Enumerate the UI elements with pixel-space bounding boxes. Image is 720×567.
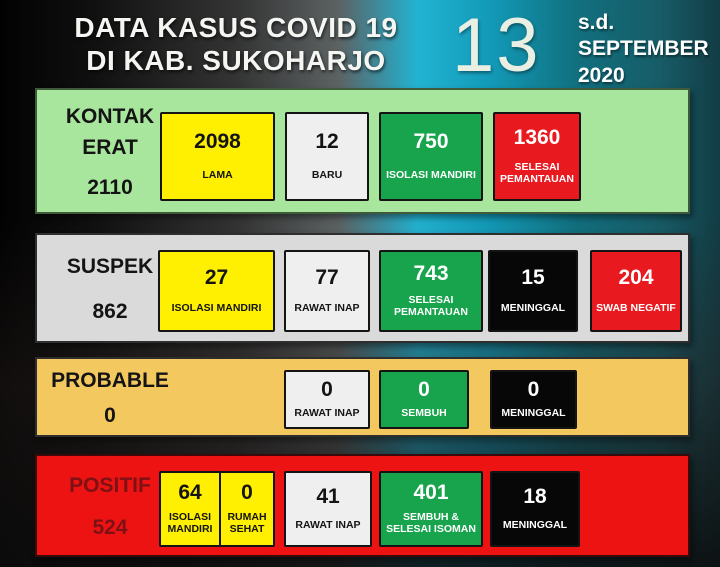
- stat-box-selesai-pemantauan: 743 SELESAI PEMANTAUAN: [379, 250, 483, 332]
- stat-value: 0: [241, 480, 253, 504]
- stat-box-isolasi-mandiri: 27 ISOLASI MANDIRI: [158, 250, 275, 332]
- stat-box-rawat-inap: 77 RAWAT INAP: [284, 250, 370, 332]
- stat-label: LAMA: [202, 168, 233, 181]
- stat-value: 743: [413, 261, 449, 285]
- stat-box-baru: 12 BARU: [285, 112, 369, 201]
- stat-label: MENINGGAL: [502, 519, 568, 532]
- stat-value: 27: [204, 266, 229, 290]
- row-total: 524: [92, 516, 128, 540]
- row-title: SUSPEK: [66, 255, 154, 279]
- stat-label: RAWAT INAP: [294, 302, 360, 315]
- stat-value: 15: [521, 266, 545, 290]
- panel-probable: PROBABLE 0 0 RAWAT INAP 0 SEMBUH 0 MENIN…: [35, 357, 690, 437]
- stat-label: SEMBUH & SELESAI ISOMAN: [386, 510, 476, 536]
- page-title-line-2: DI KAB. SUKOHARJO: [86, 45, 386, 77]
- row-total: 2110: [87, 175, 133, 199]
- row-total: 862: [92, 299, 128, 323]
- probable-label: PROBABLE 0: [41, 359, 179, 435]
- page-title: DATA KASUS COVID 19 DI KAB. SUKOHARJO: [45, 11, 427, 77]
- kontak-erat-label: KONTAK ERAT 2110: [41, 90, 179, 212]
- report-period: s.d. SEPTEMBER 2020: [578, 10, 713, 89]
- row-title: POSITIF: [69, 473, 151, 497]
- stat-box-meninggal: 15 MENINGGAL: [488, 250, 578, 332]
- stat-box-selesai-pemantauan: 1360 SELESAI PEMANTAUAN: [493, 112, 581, 201]
- stat-label: RAWAT INAP: [294, 406, 360, 419]
- stat-box-swab-negatif: 204 SWAB NEGATIF: [590, 250, 682, 332]
- stat-label: RAWAT INAP: [295, 519, 361, 532]
- stat-value: 1360: [513, 126, 561, 150]
- page-title-line-1: DATA KASUS COVID 19: [74, 12, 398, 43]
- stat-box-rawat-inap: 0 RAWAT INAP: [284, 370, 370, 429]
- suspek-label: SUSPEK 862: [41, 235, 179, 341]
- stat-label: SELESAI PEMANTAUAN: [500, 160, 574, 186]
- report-period-prefix: s.d.: [578, 11, 615, 34]
- stat-label: SWAB NEGATIF: [596, 302, 676, 315]
- stat-box-sembuh: 0 SEMBUH: [379, 370, 469, 429]
- report-day-number: 13: [452, 3, 541, 88]
- stat-value: 18: [523, 485, 547, 509]
- stat-label: ISOLASI MANDIRI: [167, 510, 213, 536]
- stat-value: 0: [321, 378, 333, 402]
- stat-label: SELESAI PEMANTAUAN: [394, 293, 468, 319]
- stat-label: SEMBUH: [401, 406, 447, 419]
- stat-label: ISOLASI MANDIRI: [386, 168, 476, 181]
- stat-value: 0: [418, 378, 430, 402]
- panel-positif: POSITIF 524 64 ISOLASI MANDIRI 0 RUMAH S…: [35, 454, 690, 557]
- stat-box-isolasi-mandiri: 750 ISOLASI MANDIRI: [379, 112, 483, 201]
- positif-label: POSITIF 524: [41, 456, 179, 555]
- stat-value: 401: [413, 480, 449, 504]
- stat-box-lama: 2098 LAMA: [160, 112, 275, 201]
- stat-value: 12: [315, 130, 339, 154]
- stat-box-meninggal: 0 MENINGGAL: [490, 370, 577, 429]
- stat-box-rawat-inap: 41 RAWAT INAP: [284, 471, 372, 547]
- row-title: PROBABLE: [51, 369, 169, 393]
- stat-value: 64: [178, 480, 202, 504]
- stat-box-meninggal: 18 MENINGGAL: [490, 471, 580, 547]
- stat-value: 0: [527, 378, 540, 402]
- stat-label: MENINGGAL: [501, 406, 566, 419]
- stat-label: BARU: [311, 168, 343, 181]
- stat-value: 41: [316, 485, 340, 509]
- panel-suspek: SUSPEK 862 27 ISOLASI MANDIRI 77 RAWAT I…: [35, 233, 690, 343]
- panel-kontak-erat: KONTAK ERAT 2110 2098 LAMA 12 BARU 750 I…: [35, 88, 690, 214]
- report-period-month: SEPTEMBER: [578, 37, 709, 61]
- stat-value: 750: [413, 130, 449, 154]
- report-period-year: 2020: [578, 63, 625, 87]
- stat-label: MENINGGAL: [500, 302, 566, 315]
- stat-box-rumah-sehat: 0 RUMAH SEHAT: [219, 471, 275, 547]
- row-title: KONTAK ERAT: [65, 105, 155, 159]
- stat-value: 77: [315, 266, 339, 290]
- stat-box-sembuh-selesai-isoman: 401 SEMBUH & SELESAI ISOMAN: [379, 471, 483, 547]
- stat-box-isolasi-mandiri: 64 ISOLASI MANDIRI: [159, 471, 221, 547]
- stat-value: 2098: [194, 130, 241, 154]
- stat-value: 204: [618, 266, 654, 290]
- stat-label: RUMAH SEHAT: [227, 510, 267, 536]
- stat-label: ISOLASI MANDIRI: [171, 302, 262, 315]
- row-total: 0: [104, 403, 116, 427]
